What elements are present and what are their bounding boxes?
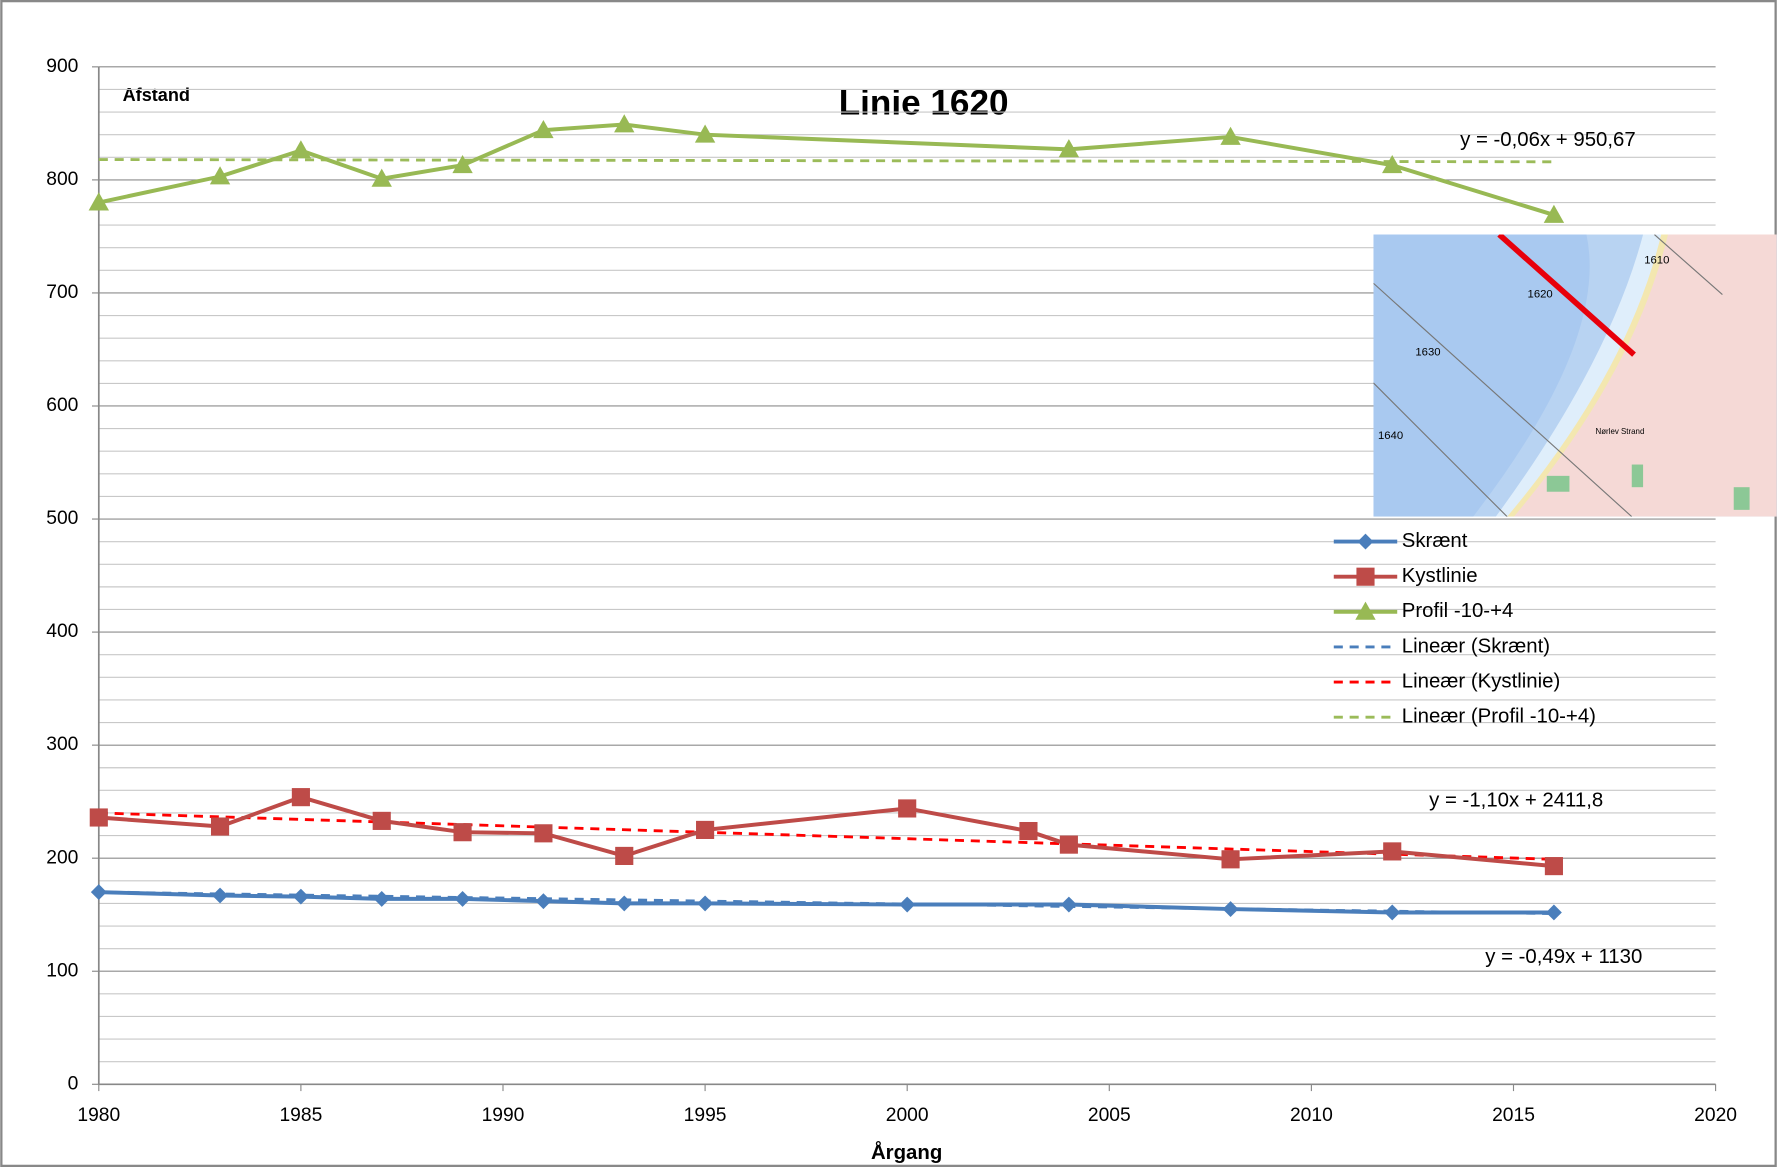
marker: [1060, 836, 1078, 854]
marker: [1545, 857, 1563, 875]
y-tick-label: 0: [68, 1073, 79, 1094]
map-label: 1640: [1378, 430, 1403, 442]
legend-label: Lineær (Profil -10-+4): [1402, 706, 1596, 728]
legend-marker: [1356, 568, 1374, 586]
marker: [898, 799, 916, 817]
y-tick-label: 400: [46, 621, 78, 642]
y-tick-label: 500: [46, 508, 78, 529]
trendline-equation: y = -0,49x + 1130: [1485, 946, 1642, 968]
marker: [292, 788, 310, 806]
y-tick-label: 800: [46, 169, 78, 190]
x-tick-label: 2010: [1290, 1105, 1333, 1126]
marker: [211, 817, 229, 835]
chart-frame: [1, 1, 1775, 1166]
map-label: 1620: [1528, 289, 1553, 301]
y-tick-label: 700: [46, 282, 78, 303]
marker: [615, 847, 633, 865]
y-tick-label: 100: [46, 960, 78, 981]
marker: [454, 823, 472, 841]
x-tick-label: 1995: [684, 1105, 727, 1126]
map-inset: 1610 1620 1630 1640 Nørlev Strand: [1373, 235, 1776, 517]
chart: Linie 1620 Afstand Årgang 01002003004005…: [0, 0, 1777, 1167]
legend-label: Lineær (Kystlinie): [1402, 670, 1561, 692]
x-tick-label: 2015: [1492, 1105, 1535, 1126]
x-tick-label: 1980: [77, 1105, 120, 1126]
marker: [1383, 842, 1401, 860]
marker: [1221, 850, 1239, 868]
marker: [373, 812, 391, 830]
y-tick-label: 900: [46, 56, 78, 77]
x-tick-label: 2020: [1694, 1105, 1737, 1126]
x-tick-label: 2005: [1088, 1105, 1131, 1126]
x-tick-label: 1990: [482, 1105, 525, 1126]
marker: [696, 821, 714, 839]
trendline-equation: y = -1,10x + 2411,8: [1429, 789, 1603, 811]
map-label: 1610: [1644, 255, 1669, 267]
x-tick-label: 2000: [886, 1105, 929, 1126]
legend-label: Lineær (Skrænt): [1402, 635, 1550, 657]
marker: [90, 808, 108, 826]
y-tick-label: 600: [46, 395, 78, 416]
legend-label: Profil -10-+4: [1402, 600, 1514, 622]
map-label: 1630: [1415, 346, 1440, 358]
x-axis-label: Årgang: [871, 1140, 942, 1164]
map-label: Nørlev Strand: [1595, 427, 1644, 436]
y-axis-label: Afstand: [123, 85, 190, 105]
legend-label: Kystlinie: [1402, 565, 1478, 587]
page: {"chart_data": { "type": "line", "title"…: [0, 0, 1777, 1167]
trendline-equation: y = -0,06x + 950,67: [1460, 129, 1636, 151]
legend-label: Skrænt: [1402, 530, 1468, 552]
marker: [534, 824, 552, 842]
y-tick-label: 300: [46, 734, 78, 755]
x-tick-label: 1985: [279, 1105, 322, 1126]
y-tick-label: 200: [46, 847, 78, 868]
marker: [1019, 822, 1037, 840]
